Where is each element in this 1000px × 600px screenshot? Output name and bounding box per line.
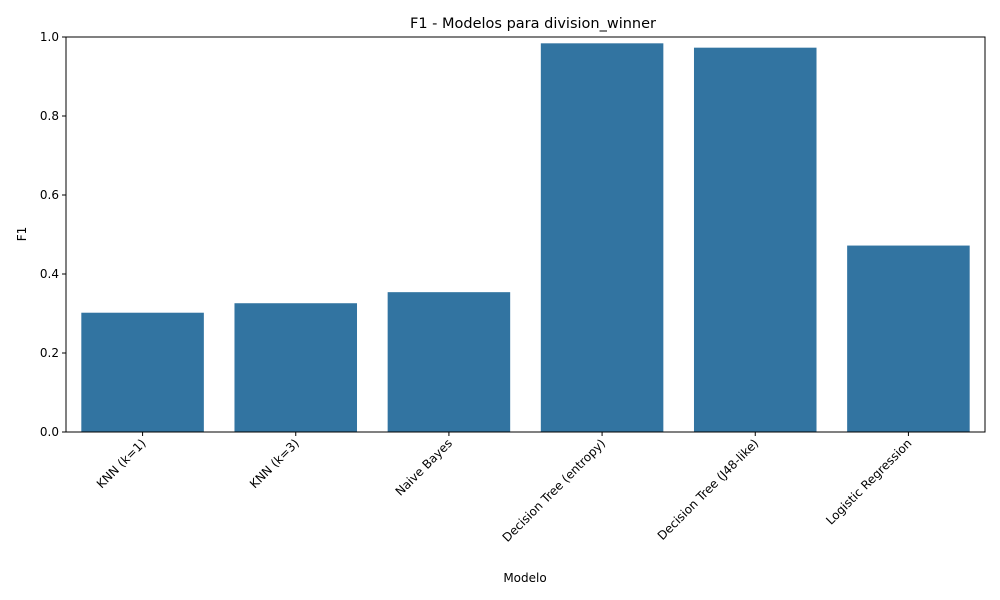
x-tick-label-0: KNN (k=1) bbox=[94, 436, 149, 491]
bar-5 bbox=[847, 245, 970, 432]
bar-2 bbox=[387, 292, 511, 432]
bar-0 bbox=[81, 312, 204, 432]
y-tick-label-5: 1.0 bbox=[40, 30, 59, 44]
x-tick-label-4: Decision Tree (J48-like) bbox=[655, 436, 762, 543]
y-tick-label-0: 0.0 bbox=[40, 425, 59, 439]
y-axis-label: F1 bbox=[15, 227, 29, 242]
y-tick-label-4: 0.8 bbox=[40, 109, 59, 123]
x-tick-label-1: KNN (k=3) bbox=[247, 436, 302, 491]
plot-frame bbox=[65, 36, 986, 433]
bar-4 bbox=[693, 47, 817, 433]
y-axis: 0.0 0.2 0.4 0.6 0.8 1.0 bbox=[40, 30, 66, 439]
x-tick-label-2: Naive Bayes bbox=[393, 436, 455, 498]
x-tick-label-5: Logistic Regression bbox=[823, 436, 914, 527]
bar-1 bbox=[234, 303, 358, 432]
x-axis-label: Modelo bbox=[503, 571, 546, 585]
y-tick-label-3: 0.6 bbox=[40, 188, 59, 202]
chart-title: F1 - Modelos para division_winner bbox=[410, 16, 656, 32]
x-tick-label-3: Decision Tree (entropy) bbox=[500, 436, 609, 545]
y-tick-label-1: 0.2 bbox=[40, 346, 59, 360]
x-axis: KNN (k=1) KNN (k=3) Naive Bayes Decision Tr… bbox=[94, 432, 915, 545]
bars-group bbox=[81, 43, 970, 433]
bar-3 bbox=[540, 43, 664, 432]
y-tick-label-2: 0.4 bbox=[40, 267, 59, 281]
